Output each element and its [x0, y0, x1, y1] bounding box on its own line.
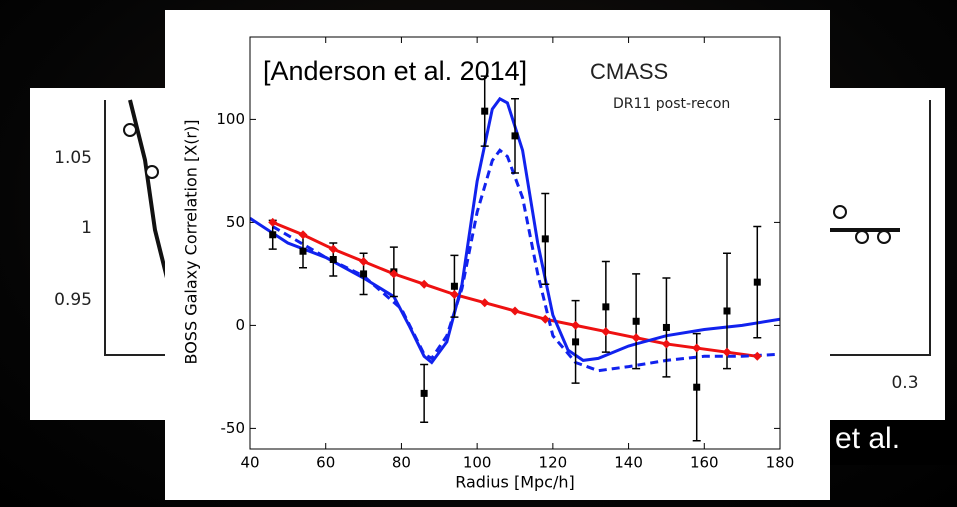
- data-point: [662, 323, 670, 331]
- x-tick-label: 140: [614, 454, 643, 472]
- model-point: [661, 339, 671, 349]
- plot-frame: [249, 36, 781, 450]
- left-panel: [30, 88, 190, 420]
- data-point: [269, 231, 277, 239]
- x-axis-label: Radius [Mpc/h]: [455, 473, 575, 492]
- data-label: DR11 post-recon: [613, 96, 730, 112]
- left-panel-axes: [104, 100, 190, 356]
- data-point: [420, 389, 428, 397]
- x-tick-label: 160: [690, 454, 719, 472]
- data-point: [481, 107, 489, 115]
- model-point: [419, 279, 429, 289]
- data-point: [602, 303, 610, 311]
- data-point: [450, 282, 458, 290]
- model-point: [510, 306, 520, 316]
- x-tick-label: 60: [316, 454, 335, 472]
- model-point: [631, 333, 641, 343]
- model-point: [601, 327, 611, 337]
- data-point: [329, 255, 337, 263]
- right-panel-point: [877, 230, 891, 244]
- sample-label: CMASS: [590, 59, 668, 84]
- citation: [Anderson et al. 2014]: [263, 56, 527, 86]
- x-tick-label: 100: [463, 454, 492, 472]
- y-tick-label: 0: [235, 316, 245, 334]
- y-axis-label: BOSS Galaxy Correlation [X(r)]: [182, 120, 201, 365]
- data-point: [753, 278, 761, 286]
- y-tick-label: -50: [221, 419, 246, 437]
- left-y-tick-label: 1: [81, 218, 92, 238]
- right-panel-point: [855, 230, 869, 244]
- data-point: [572, 338, 580, 346]
- model-point: [722, 347, 732, 357]
- left-panel-point: [145, 165, 159, 179]
- data-point: [632, 317, 640, 325]
- data-point: [511, 132, 519, 140]
- chart: [Anderson et al. 2014] CMASS DR11 post-r…: [165, 10, 830, 500]
- left-y-tick-label: 0.95: [54, 290, 92, 310]
- x-tick-label: 80: [392, 454, 411, 472]
- model-point: [268, 217, 278, 227]
- data-point: [299, 247, 307, 255]
- x-tick-label: 180: [766, 454, 795, 472]
- right-x-tick-label: 0.3: [891, 373, 918, 393]
- data-point: [723, 307, 731, 315]
- left-y-tick-label: 1.05: [54, 148, 92, 168]
- model-point: [571, 320, 581, 330]
- right-panel-point: [833, 205, 847, 219]
- data-point: [360, 270, 368, 278]
- data-point: [693, 383, 701, 391]
- x-tick-label: 40: [240, 454, 259, 472]
- model-point: [359, 257, 369, 267]
- model-point: [480, 298, 490, 308]
- model-line: [271, 148, 780, 373]
- y-tick-label: 50: [226, 213, 245, 231]
- right-panel-axes: [805, 100, 931, 356]
- model-line: [272, 221, 758, 358]
- model-point: [540, 314, 550, 324]
- data-point: [541, 235, 549, 243]
- model-point: [328, 244, 338, 254]
- left-panel-point: [123, 123, 137, 137]
- left-panel-curve: [128, 99, 172, 291]
- model-point: [298, 230, 308, 240]
- model-point: [692, 343, 702, 353]
- model-point: [389, 269, 399, 279]
- x-tick-label: 120: [539, 454, 568, 472]
- model-point: [449, 290, 459, 299]
- model-point: [752, 351, 762, 361]
- y-tick-label: 100: [216, 110, 245, 128]
- plot-area: [250, 75, 780, 442]
